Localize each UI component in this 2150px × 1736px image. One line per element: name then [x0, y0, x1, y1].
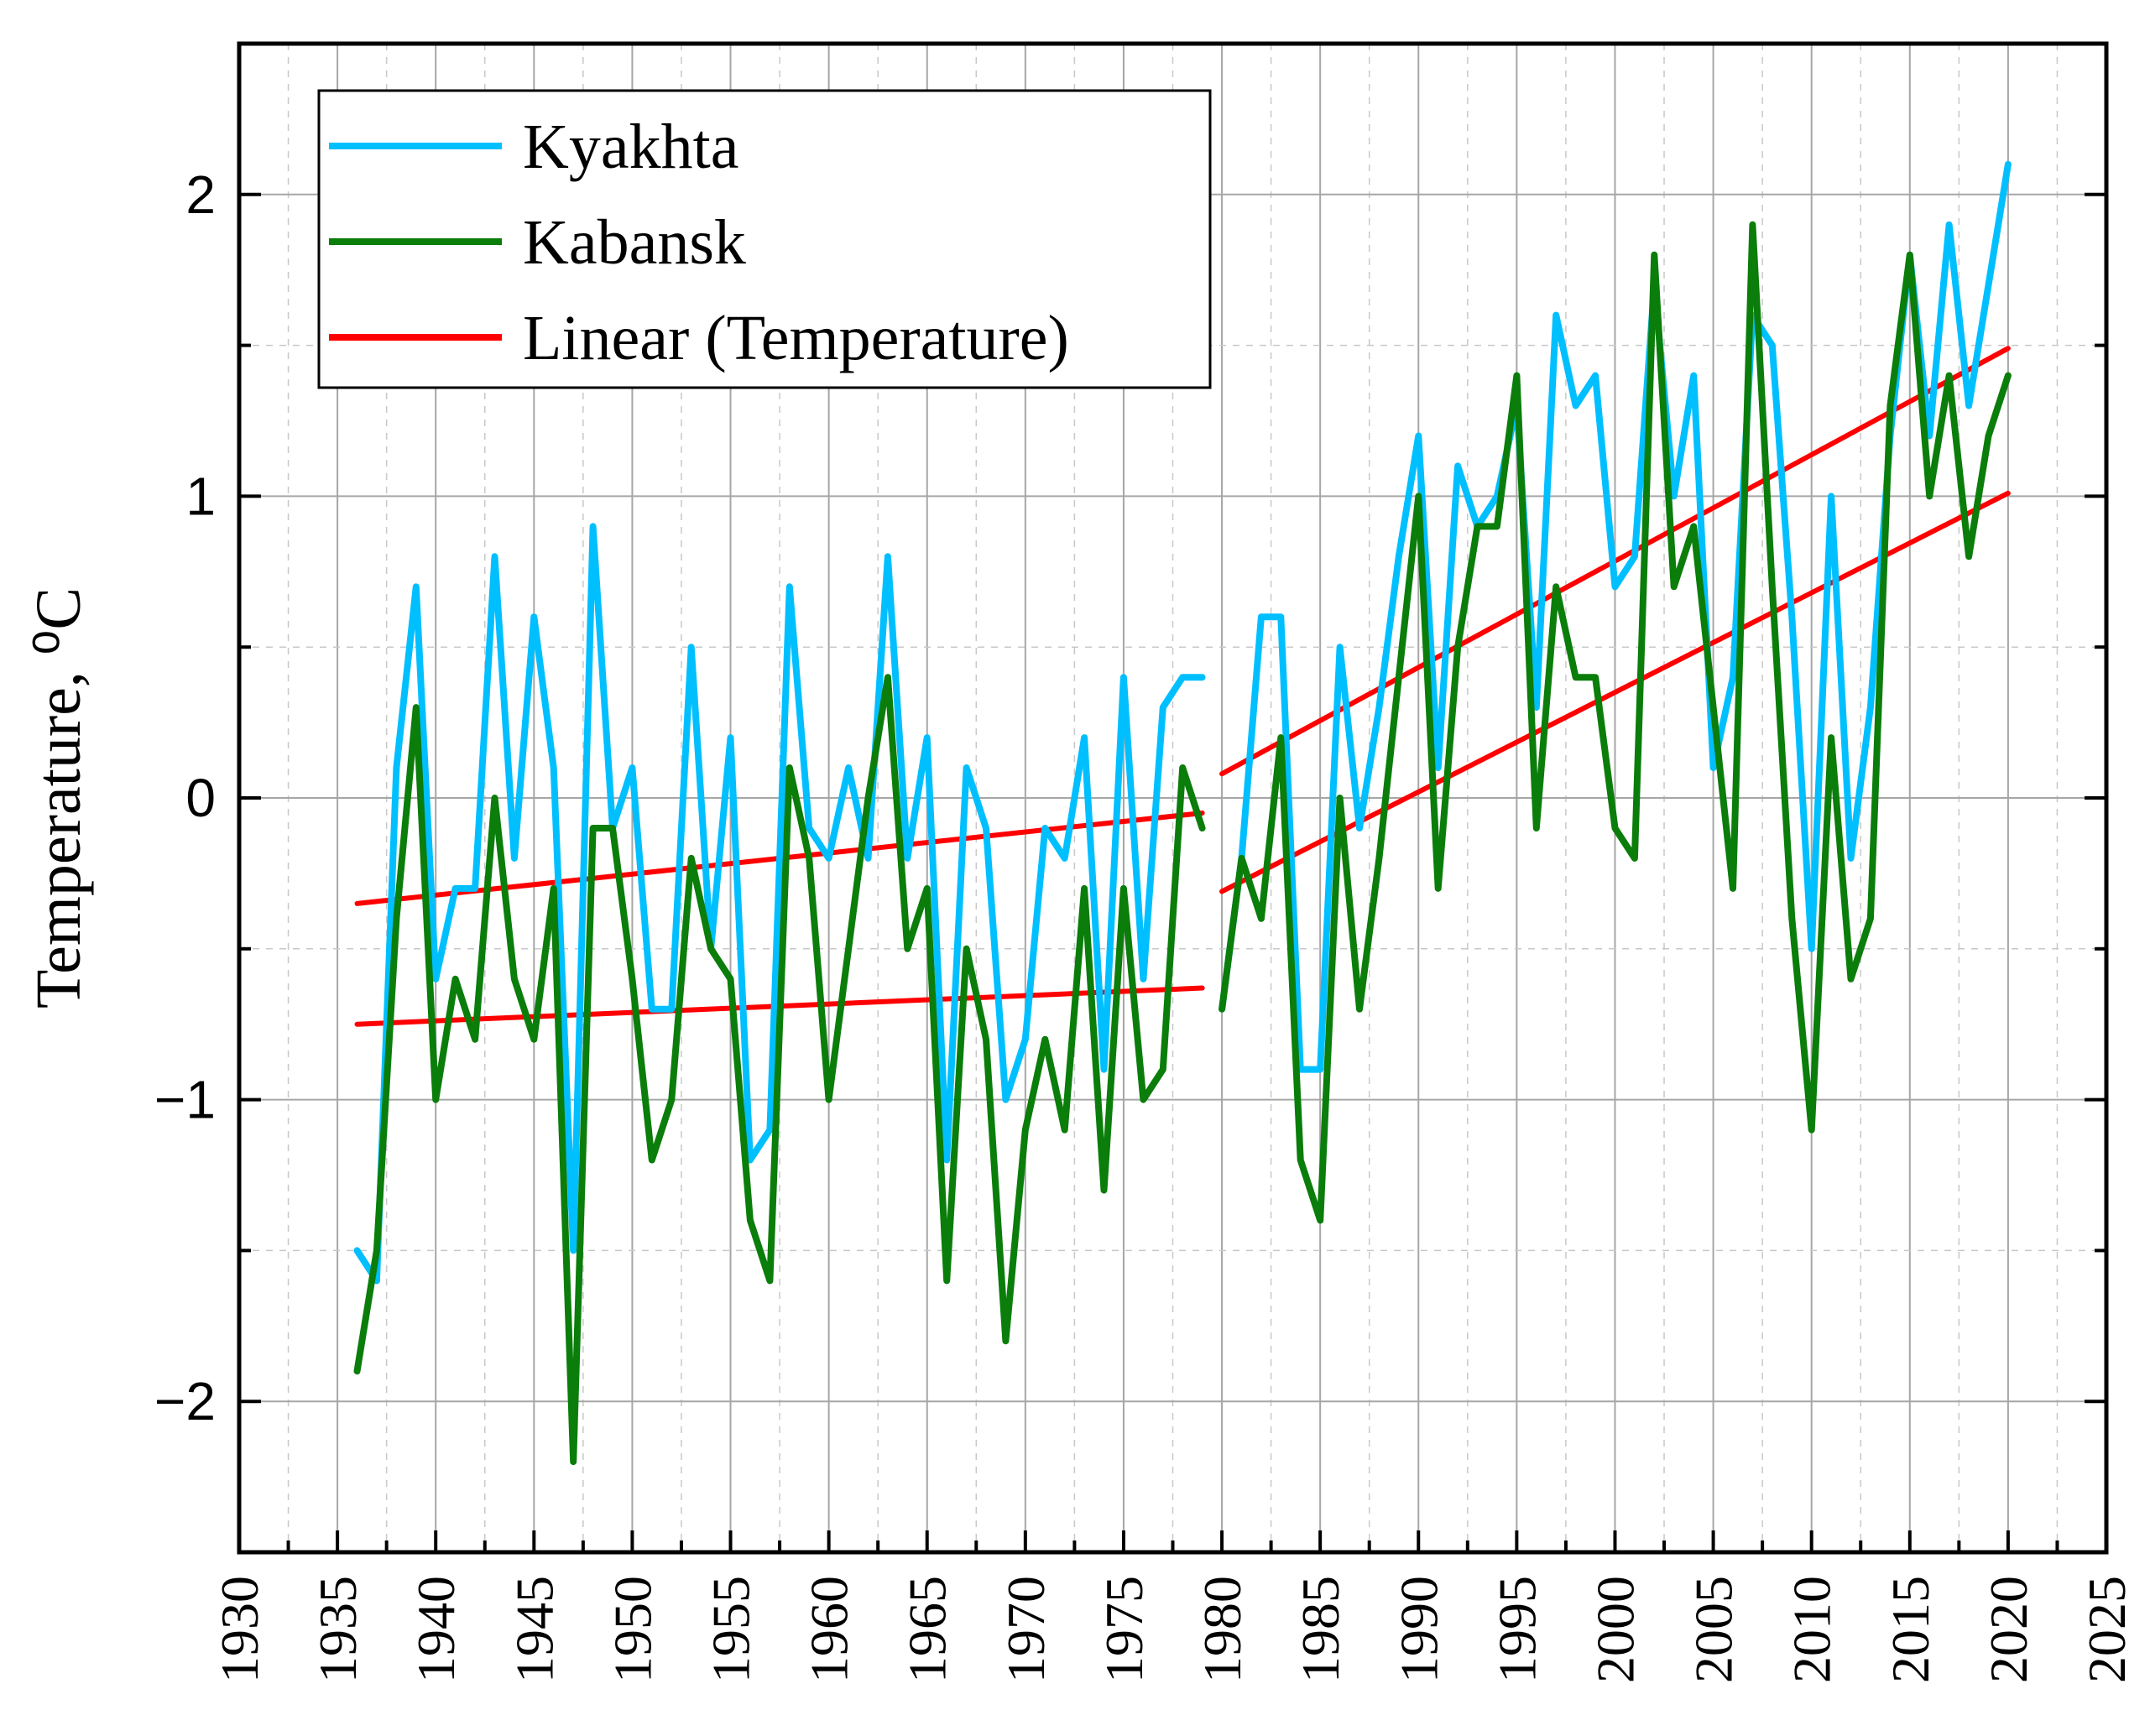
x-tick-label: 1950: [603, 1576, 662, 1683]
series-kyakhta-line: [353, 160, 2012, 1285]
axis-ticks: [237, 42, 2108, 1554]
x-tick-label: 2000: [1585, 1576, 1645, 1683]
y-tick-label: −2: [154, 1371, 216, 1431]
x-tick-label: 2015: [1881, 1576, 1940, 1683]
legend-label-linear: Linear (Temperature): [523, 303, 1069, 373]
x-tick-label: 2005: [1684, 1576, 1744, 1683]
x-tick-label: 2025: [2077, 1576, 2137, 1683]
x-tick-label: 1965: [898, 1576, 958, 1683]
x-tick-labels: 1930 1935 1940 1945 1950 1955 1960 1965 1970 1975…: [210, 1576, 2137, 1683]
y-tick-label: 2: [185, 164, 216, 225]
y-tick-labels: −2 −1 0 1 2: [154, 164, 216, 1431]
x-tick-label: 1960: [800, 1576, 859, 1683]
y-axis-title: Temperature, ⁰C: [23, 587, 94, 1009]
trendline: [1219, 490, 2011, 894]
y-tick-label: 0: [185, 768, 216, 828]
x-tick-label: 1945: [504, 1576, 564, 1683]
legend-label-kyakhta: Kyakhta: [523, 112, 738, 182]
series-kabansk-line: [353, 221, 2012, 1466]
x-tick-label: 2010: [1782, 1576, 1842, 1683]
x-tick-label: 1970: [996, 1576, 1056, 1683]
x-tick-label: 1990: [1389, 1576, 1448, 1683]
legend-label-kabansk: Kabansk: [523, 207, 746, 278]
y-tick-label: −1: [154, 1070, 216, 1130]
x-tick-label: 1940: [406, 1576, 466, 1683]
x-tick-label: 1985: [1291, 1576, 1350, 1683]
y-tick-label: 1: [185, 466, 216, 526]
x-tick-label: 1930: [210, 1576, 269, 1683]
x-tick-label: 1975: [1094, 1576, 1154, 1683]
x-tick-label: 1980: [1192, 1576, 1252, 1683]
x-tick-label: 1935: [308, 1576, 368, 1683]
x-tick-label: 1995: [1487, 1576, 1547, 1683]
x-tick-label: 2020: [1979, 1576, 2038, 1683]
x-tick-label: 1955: [702, 1576, 761, 1683]
legend: Kyakhta Kabansk Linear (Temperature): [317, 89, 1212, 389]
series-lines: [353, 160, 2012, 1466]
